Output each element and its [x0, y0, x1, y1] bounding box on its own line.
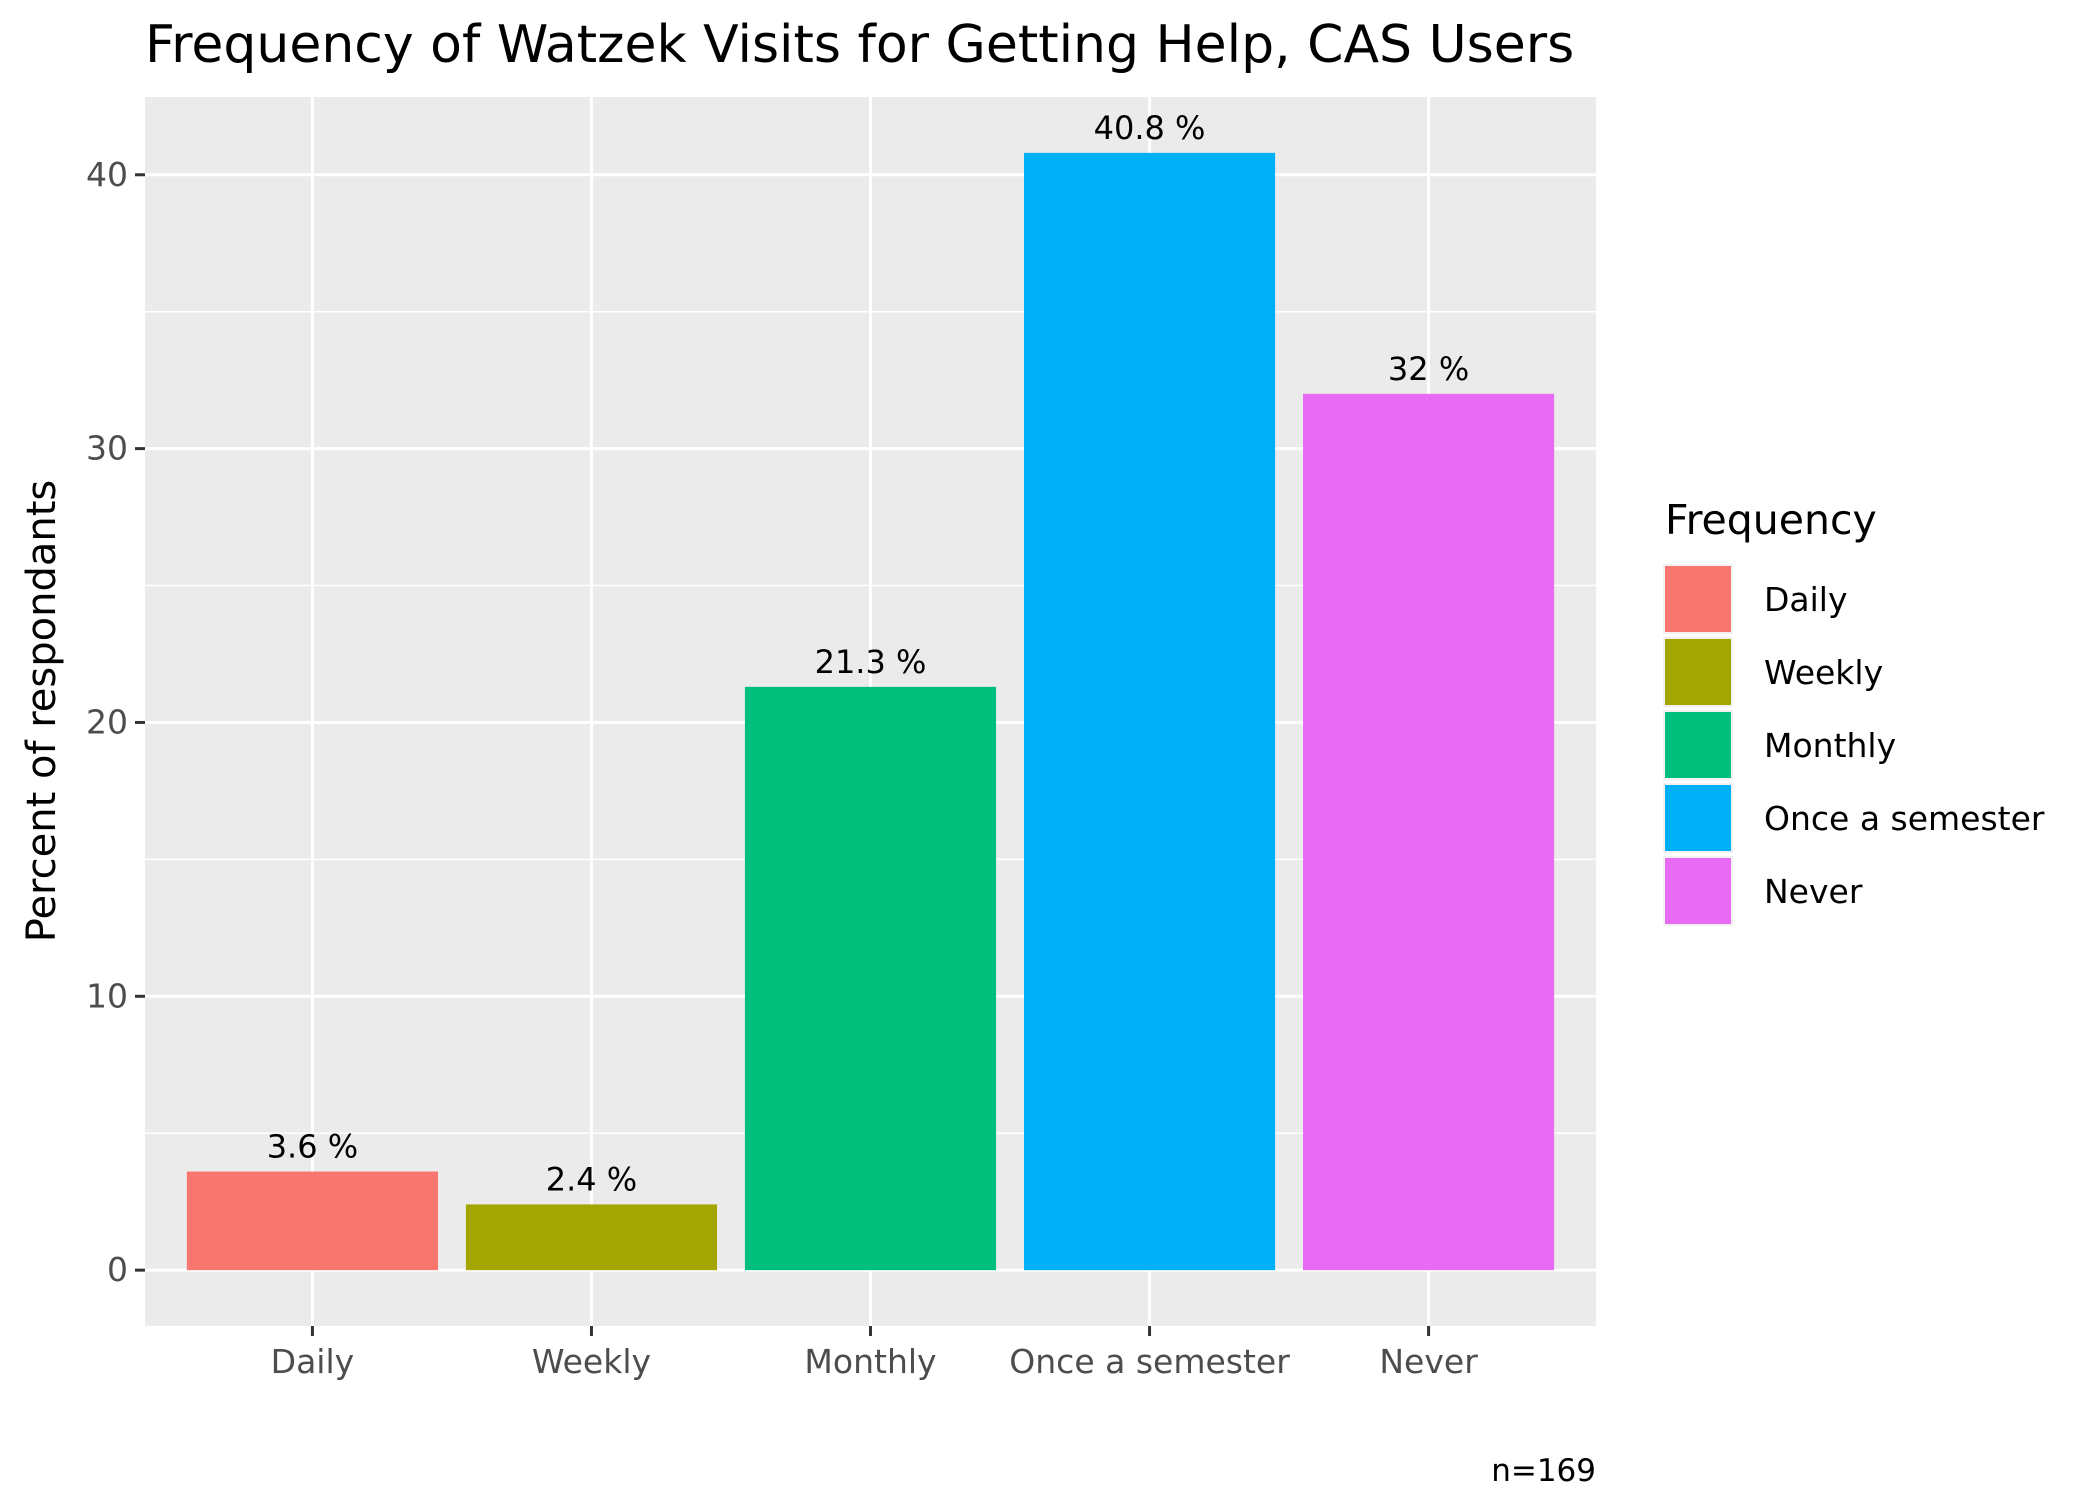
legend-entries: Daily Weekly Monthly Once a semester Never [1663, 564, 2045, 926]
legend-label: Never [1764, 872, 1863, 911]
legend-label: Weekly [1764, 653, 1883, 692]
data-label: 2.4 % [546, 1160, 637, 1198]
legend-label: Monthly [1764, 726, 1896, 765]
legend: Frequency Daily Weekly Monthly Once a semes… [1663, 496, 2045, 926]
chart-title: Frequency of Watzek Visits for Getting H… [145, 15, 1574, 75]
legend-key [1665, 785, 1731, 851]
y-axis-title: Percent of respondants [19, 480, 65, 943]
x-tick-label: Weekly [532, 1342, 651, 1381]
bar [186, 1171, 438, 1271]
legend-key [1665, 712, 1731, 778]
y-tick-label: 20 [86, 702, 128, 741]
x-tick-label: Daily [271, 1342, 355, 1381]
caption: n=169 [1491, 1453, 1596, 1489]
y-tick-label: 30 [86, 429, 128, 468]
data-label: 3.6 % [267, 1128, 358, 1166]
bar [1023, 152, 1276, 1271]
data-label: 21.3 % [815, 643, 927, 681]
y-tick-label: 0 [107, 1250, 128, 1289]
legend-key [1665, 858, 1731, 924]
x-tick-label: Never [1379, 1342, 1478, 1381]
bar [465, 1204, 718, 1271]
legend-label: Daily [1764, 580, 1848, 619]
x-axis: Daily Weekly Monthly Once a semester Never [271, 1326, 1478, 1381]
x-tick-label: Once a semester [1009, 1342, 1290, 1381]
legend-title: Frequency [1665, 496, 1877, 544]
y-axis: 0 10 20 30 40 [86, 155, 145, 1289]
legend-key [1665, 566, 1731, 632]
legend-label: Once a semester [1764, 799, 2045, 838]
y-tick-label: 40 [86, 155, 128, 194]
data-labels-group: 3.6 % 2.4 % 21.3 % 40.8 % 32 % [267, 109, 1470, 1199]
x-tick-label: Monthly [804, 1342, 936, 1381]
y-tick-label: 10 [86, 976, 128, 1015]
bar [744, 686, 997, 1271]
bar [1303, 393, 1555, 1271]
data-label: 40.8 % [1094, 109, 1206, 147]
data-label: 32 % [1388, 350, 1469, 388]
legend-key [1665, 639, 1731, 705]
bars-group [186, 152, 1555, 1271]
